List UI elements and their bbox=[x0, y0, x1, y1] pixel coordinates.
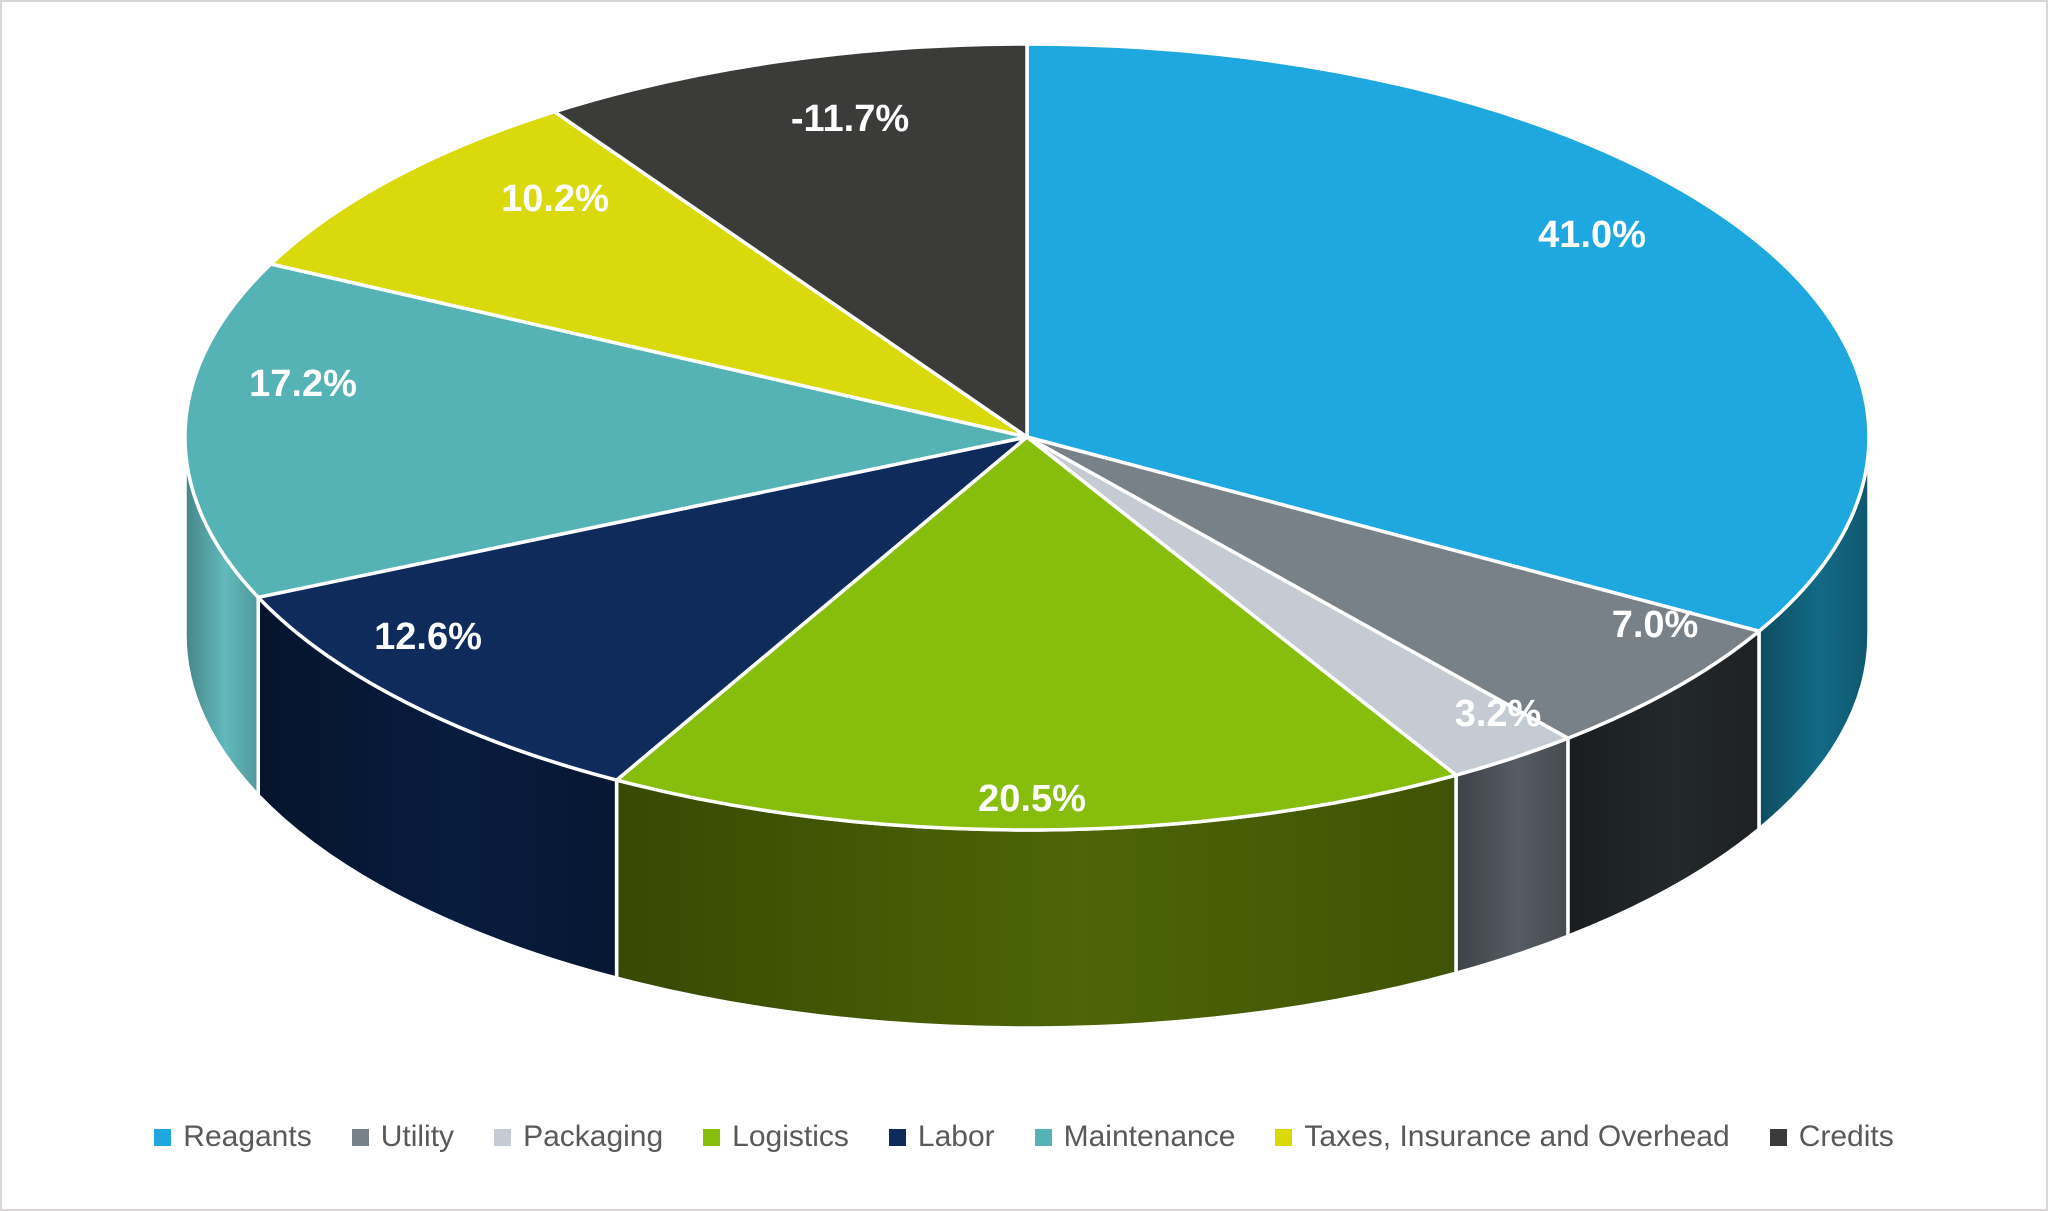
legend-item-reagants[interactable]: Reagants bbox=[154, 1120, 312, 1153]
slice-percent-label-taxes-insurance-and-overhead: 10.2% bbox=[501, 178, 609, 220]
legend-swatch-icon bbox=[1275, 1128, 1293, 1146]
slice-percent-label-packaging: 3.2% bbox=[1455, 693, 1542, 735]
legend-swatch-icon bbox=[703, 1128, 721, 1146]
slice-percent-label-utility: 7.0% bbox=[1612, 604, 1699, 646]
pie-slice-reagants[interactable] bbox=[1025, 42, 1871, 633]
legend-item-maintenance[interactable]: Maintenance bbox=[1034, 1120, 1236, 1153]
legend-item-credits[interactable]: Credits bbox=[1769, 1120, 1894, 1153]
legend-swatch-icon bbox=[1034, 1128, 1052, 1146]
legend-label: Reagants bbox=[183, 1120, 312, 1153]
pie-slice-maintenance[interactable] bbox=[183, 262, 1029, 600]
pie-slice-utility[interactable] bbox=[1025, 435, 1761, 740]
slice-percent-label-reagants: 41.0% bbox=[1538, 214, 1646, 256]
pie-slice-wall-packaging[interactable] bbox=[1454, 736, 1570, 975]
pie-slice-taxes-insurance-and-overhead[interactable] bbox=[269, 109, 1029, 439]
legend-swatch-icon bbox=[351, 1128, 369, 1146]
legend-item-utility[interactable]: Utility bbox=[351, 1120, 455, 1153]
legend-label: Logistics bbox=[732, 1120, 849, 1153]
pie-slice-logistics[interactable] bbox=[614, 435, 1458, 832]
pie-slice-credits[interactable] bbox=[552, 42, 1029, 439]
legend-swatch-icon bbox=[154, 1128, 172, 1146]
legend-item-packaging[interactable]: Packaging bbox=[494, 1122, 663, 1152]
legend-label: Taxes, Insurance and Overhead bbox=[1304, 1120, 1730, 1153]
legend-swatch-icon bbox=[494, 1128, 512, 1146]
legend-swatch-icon bbox=[1769, 1128, 1787, 1146]
legend-swatch-icon bbox=[888, 1128, 906, 1146]
legend-item-taxes-insurance-and-overhead[interactable]: Taxes, Insurance and Overhead bbox=[1275, 1120, 1730, 1153]
chart-legend: Reagants Utility Packaging Logistics Labor Ma… bbox=[2, 1105, 2046, 1169]
slice-percent-label-maintenance: 17.2% bbox=[249, 363, 357, 405]
slice-percent-label-logistics: 20.5% bbox=[978, 778, 1086, 820]
legend-label: Maintenance bbox=[1063, 1120, 1236, 1153]
slice-percent-label-labor: 12.6% bbox=[374, 616, 482, 658]
legend-item-labor[interactable]: Labor bbox=[888, 1120, 995, 1153]
legend-label: Credits bbox=[1798, 1120, 1894, 1153]
legend-item-logistics[interactable]: Logistics bbox=[703, 1122, 849, 1152]
slice-percent-label-credits: -11.7% bbox=[791, 98, 909, 140]
legend-label: Packaging bbox=[523, 1120, 664, 1153]
pie-slice-labor[interactable] bbox=[256, 435, 1029, 782]
legend-label: Labor bbox=[917, 1120, 995, 1153]
legend-label: Utility bbox=[380, 1120, 455, 1153]
